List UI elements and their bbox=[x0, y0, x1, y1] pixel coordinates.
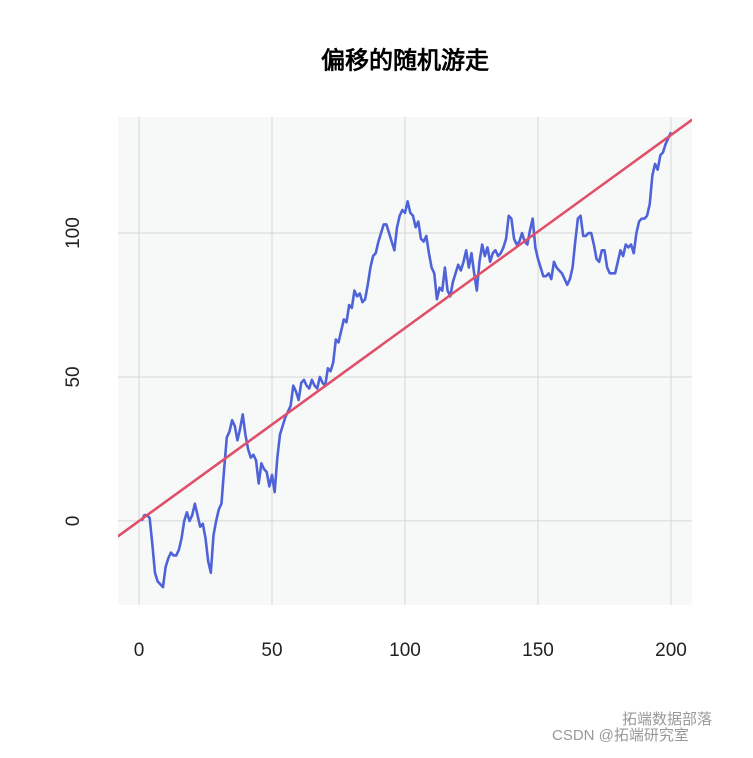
series-line bbox=[140, 131, 673, 589]
labels: 0 50 100 150 200 0 50 100 bbox=[63, 217, 687, 661]
chart-title: 偏移的随机游走 bbox=[321, 46, 489, 75]
watermark: CSDN @拓端研究室 bbox=[552, 727, 689, 744]
x-tick-label: 50 bbox=[261, 640, 282, 661]
y-tick-label: 50 bbox=[63, 366, 84, 387]
x-tick-label: 0 bbox=[134, 640, 145, 661]
x-tick-label: 150 bbox=[522, 640, 554, 661]
y-tick-label: 100 bbox=[63, 217, 84, 249]
watermark: 拓端数据部落 bbox=[622, 711, 712, 728]
grid bbox=[118, 117, 692, 605]
series-line bbox=[118, 118, 692, 538]
lines bbox=[118, 118, 692, 589]
x-tick-label: 200 bbox=[655, 640, 687, 661]
y-tick-label: 0 bbox=[63, 516, 84, 527]
x-tick-label: 100 bbox=[389, 640, 421, 661]
